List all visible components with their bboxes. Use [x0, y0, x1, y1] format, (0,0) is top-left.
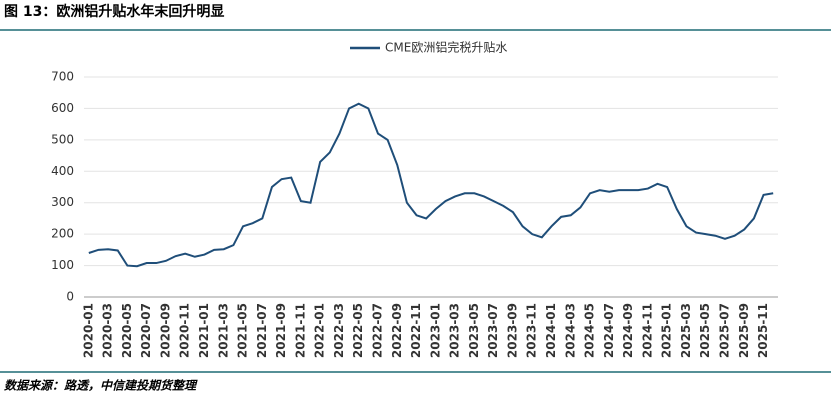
- legend-label: CME欧洲铝完税升贴水: [385, 40, 507, 55]
- x-tick-label: 2024-09: [621, 303, 635, 358]
- x-tick-label: 2021-07: [255, 303, 269, 358]
- y-tick-label: 0: [66, 290, 74, 304]
- x-tick-label: 2024-03: [563, 303, 577, 358]
- chart-title: 图 13：欧洲铝升贴水年末回升明显: [4, 3, 224, 20]
- x-tick-label: 2023-03: [448, 303, 462, 358]
- x-tick-label: 2021-09: [274, 303, 288, 358]
- x-tick-label: 2022-03: [332, 303, 346, 358]
- x-tick-label: 2020-09: [158, 303, 172, 358]
- y-tick-label: 100: [51, 258, 74, 272]
- x-tick-label: 2020-07: [139, 303, 153, 358]
- x-tick-label: 2022-07: [370, 303, 384, 358]
- x-tick-label: 2025-11: [756, 303, 770, 358]
- x-tick-label: 2024-11: [640, 303, 654, 358]
- x-tick-label: 2020-01: [81, 303, 95, 358]
- x-tick-label: 2023-09: [505, 303, 519, 358]
- x-tick-label: 2021-05: [236, 303, 250, 358]
- x-tick-label: 2025-05: [698, 303, 712, 358]
- x-tick-label: 2023-07: [486, 303, 500, 358]
- x-tick-label: 2020-05: [120, 303, 134, 358]
- x-tick-label: 2022-05: [351, 303, 365, 358]
- x-tick-label: 2025-01: [660, 303, 674, 358]
- x-tick-label: 2025-09: [737, 303, 751, 358]
- x-tick-label: 2023-11: [525, 303, 539, 358]
- y-tick-label: 400: [51, 164, 74, 178]
- x-tick-label: 2021-11: [293, 303, 307, 358]
- x-tick-label: 2024-07: [602, 303, 616, 358]
- x-tick-label: 2021-03: [216, 303, 230, 358]
- data-line: [88, 102, 774, 268]
- x-tick-label: 2022-09: [390, 303, 404, 358]
- y-tick-label: 300: [51, 195, 74, 209]
- y-tick-label: 700: [51, 70, 74, 84]
- source-note: 数据来源：路透，中信建投期货整理: [4, 379, 198, 393]
- y-tick-label: 200: [51, 227, 74, 241]
- x-tick-label: 2020-03: [101, 303, 115, 358]
- x-tick-label: 2021-01: [197, 303, 211, 358]
- x-tick-label: 2020-11: [178, 303, 192, 358]
- y-tick-label: 500: [51, 132, 74, 146]
- x-tick-label: 2023-05: [467, 303, 481, 358]
- x-tick-label: 2023-01: [428, 303, 442, 358]
- x-tick-label: 2025-07: [717, 303, 731, 358]
- x-tick-label: 2024-01: [544, 303, 558, 358]
- x-tick-label: 2022-11: [409, 303, 423, 358]
- x-tick-label: 2024-05: [583, 303, 597, 358]
- y-tick-label: 600: [51, 101, 74, 115]
- x-tick-label: 2025-03: [679, 303, 693, 358]
- x-tick-label: 2022-01: [313, 303, 327, 358]
